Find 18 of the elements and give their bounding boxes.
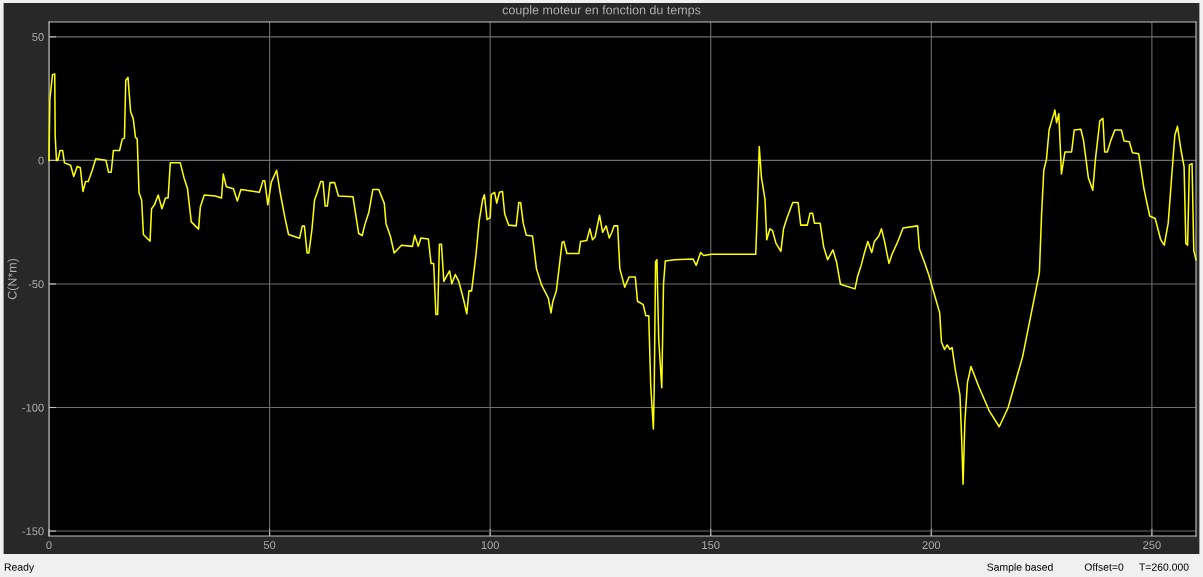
x-tick-label: 100 — [481, 541, 499, 550]
y-tick-label: 50 — [32, 33, 44, 41]
y-tick-label: -150 — [22, 527, 44, 536]
y-tick-label: -100 — [22, 403, 44, 412]
text: Ready — [4, 563, 35, 573]
x-tick-label: 50 — [263, 541, 276, 550]
y-axis-title: C(N*m) — [7, 258, 20, 300]
x-tick-label: 0 — [46, 541, 52, 550]
x-tick-label: 150 — [702, 541, 720, 550]
text: Sample based — [987, 563, 1053, 573]
y-tick-label: 0 — [38, 156, 44, 165]
x-tick-label: 200 — [922, 541, 941, 550]
chart-title: couple moteur en fonction du temps — [502, 5, 701, 17]
line-series — [48, 73, 1197, 485]
x-tick-label: 250 — [1143, 541, 1161, 550]
y-tick-label: -50 — [28, 280, 44, 289]
text: Offset=0 — [1084, 563, 1124, 571]
text: T=260.000 — [1139, 563, 1189, 571]
